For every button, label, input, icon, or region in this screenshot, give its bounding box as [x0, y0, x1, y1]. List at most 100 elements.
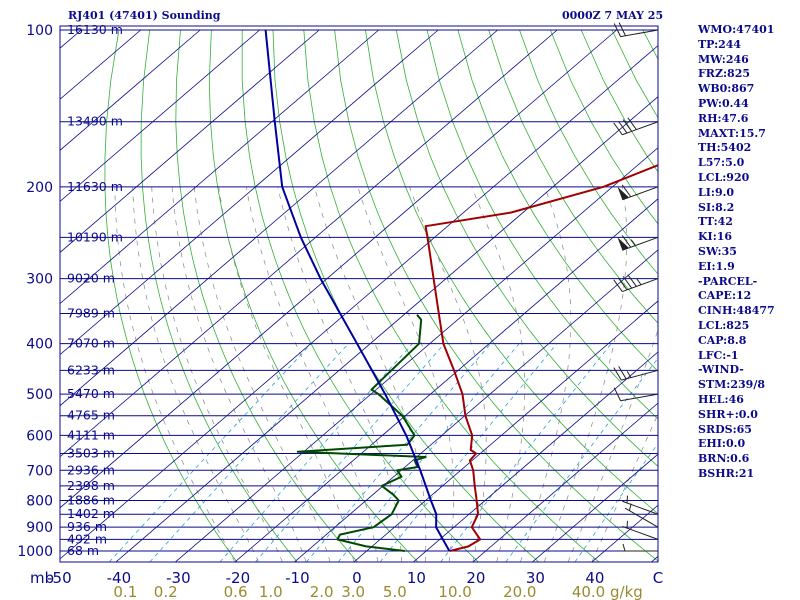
- stat-item: SRDS:65: [698, 422, 752, 436]
- barb-feather: [622, 276, 633, 289]
- temperature-tick-label: 30: [526, 569, 545, 587]
- barb-feather: [622, 119, 633, 132]
- stat-item: MW:246: [698, 52, 749, 66]
- stat-item: TH:5402: [698, 141, 752, 155]
- barb-feather: [613, 367, 622, 381]
- pressure-tick-label: 900: [26, 520, 53, 536]
- isotherm: [60, 29, 558, 458]
- series-line-0: [424, 164, 658, 552]
- barb-feather: [613, 387, 622, 401]
- moist-adiabat: [245, 186, 378, 562]
- dry-adiabat: [365, 29, 658, 515]
- mixing-ratio-tick-label: 0.1: [113, 583, 137, 600]
- barb-staff: [621, 369, 659, 381]
- stat-item: -PARCEL-: [698, 274, 758, 288]
- dry-adiabat: [303, 29, 600, 562]
- isotherm: [60, 29, 320, 253]
- wind-barb: [622, 495, 659, 515]
- sounding-time: 0000Z 7 MAY 25: [562, 9, 664, 22]
- wind-barb: [617, 235, 659, 251]
- height-label: 13490 m: [67, 114, 123, 129]
- stat-item: BSHR:21: [698, 466, 755, 480]
- isotherm: [60, 29, 201, 151]
- height-label: 492 m: [67, 531, 107, 546]
- isotherm: [413, 351, 658, 562]
- dry-adiabat: [457, 29, 658, 372]
- wind-barb: [624, 503, 659, 528]
- temperature-tick-label: -20: [226, 569, 251, 587]
- station-title: RJ401 (47401) Sounding: [68, 9, 221, 22]
- height-label: 7989 m: [67, 305, 115, 320]
- barb-flag: [617, 186, 629, 200]
- dry-adiabat: [272, 29, 539, 562]
- height-label: 5470 m: [67, 386, 115, 401]
- wind-barb: [613, 117, 659, 136]
- mixing-ratio-line: [255, 343, 445, 562]
- stat-item: RH:47.6: [698, 111, 749, 125]
- barb-half-feather: [630, 239, 636, 246]
- mixing-ratio-line: [440, 343, 612, 562]
- barb-feather: [618, 277, 628, 291]
- moist-adiabat: [471, 186, 526, 562]
- moist-adiabat: [357, 186, 455, 562]
- height-label: 68 m: [67, 543, 99, 558]
- wind-barb: [613, 387, 659, 402]
- wind-barb: [613, 274, 659, 293]
- mixing-ratio-tick-label: 1.0: [259, 583, 283, 600]
- pressure-tick-label: 400: [26, 337, 53, 353]
- stat-item: HEL:46: [698, 392, 744, 406]
- height-label: 11630 m: [67, 179, 123, 194]
- dry-adiabat: [104, 29, 238, 562]
- isotherm: [60, 29, 379, 305]
- barb-half-feather: [636, 278, 642, 286]
- pressure-lines: [60, 29, 658, 552]
- barb-feather: [627, 117, 637, 130]
- stat-item: EI:1.9: [698, 259, 735, 273]
- background-lines: [60, 29, 658, 562]
- barb-staff: [620, 393, 659, 402]
- moist-adiabat: [193, 186, 331, 562]
- stat-item: EHI:0.0: [698, 437, 746, 451]
- mixing-ratio-line: [337, 343, 520, 562]
- mixing-ratio-tick-label: 5.0: [383, 583, 407, 600]
- mixing-ratio-line: [505, 357, 658, 562]
- isotherm: [60, 29, 617, 509]
- barb-feather: [618, 22, 626, 36]
- isotherm: [60, 29, 498, 407]
- barb-half-feather: [622, 543, 626, 552]
- mixing-ratio-unit-label: g/kg: [610, 583, 643, 600]
- stat-item: L57:5.0: [698, 156, 745, 170]
- wind-barbs: [613, 22, 659, 552]
- barb-staff: [620, 29, 659, 38]
- stat-item: CAP:8.8: [698, 333, 747, 347]
- mixing-ratio-tick-label: 2.0: [310, 583, 334, 600]
- stat-item: BRN:0.6: [698, 452, 750, 466]
- pressure-tick-label: 500: [26, 387, 53, 403]
- isotherm: [60, 29, 439, 356]
- stat-item: SHR+:0.0: [698, 407, 758, 421]
- pressure-tick-label: 200: [26, 180, 53, 196]
- pressure-tick-label: 1000: [17, 544, 53, 560]
- stat-item: PW:0.44: [698, 96, 749, 110]
- height-label: 10190 m: [67, 229, 123, 244]
- pressure-tick-label: 700: [26, 463, 53, 479]
- isotherm: [60, 45, 658, 560]
- temperature-tick-label: 0: [352, 569, 362, 587]
- height-label: 1886 m: [67, 493, 115, 508]
- dry-adiabat: [241, 30, 479, 562]
- barb-staff: [622, 525, 659, 540]
- height-label: 6233 m: [67, 362, 115, 377]
- height-label: 2398 m: [67, 478, 115, 493]
- temperature-tick-label: 20: [466, 569, 485, 587]
- temperature-tick-label: 40: [585, 569, 604, 587]
- barb-staff: [622, 500, 659, 515]
- temperature-tick-label: -10: [285, 569, 310, 587]
- moist-adiabat: [409, 186, 487, 562]
- stat-item: TT:42: [698, 215, 733, 229]
- plot-frame: [59, 25, 659, 563]
- mixing-ratio-tick-label: 3.0: [341, 583, 365, 600]
- temperature-tick-label: -40: [107, 569, 132, 587]
- height-label: 936 m: [67, 519, 107, 534]
- temperature-tick-label: -50: [47, 569, 72, 587]
